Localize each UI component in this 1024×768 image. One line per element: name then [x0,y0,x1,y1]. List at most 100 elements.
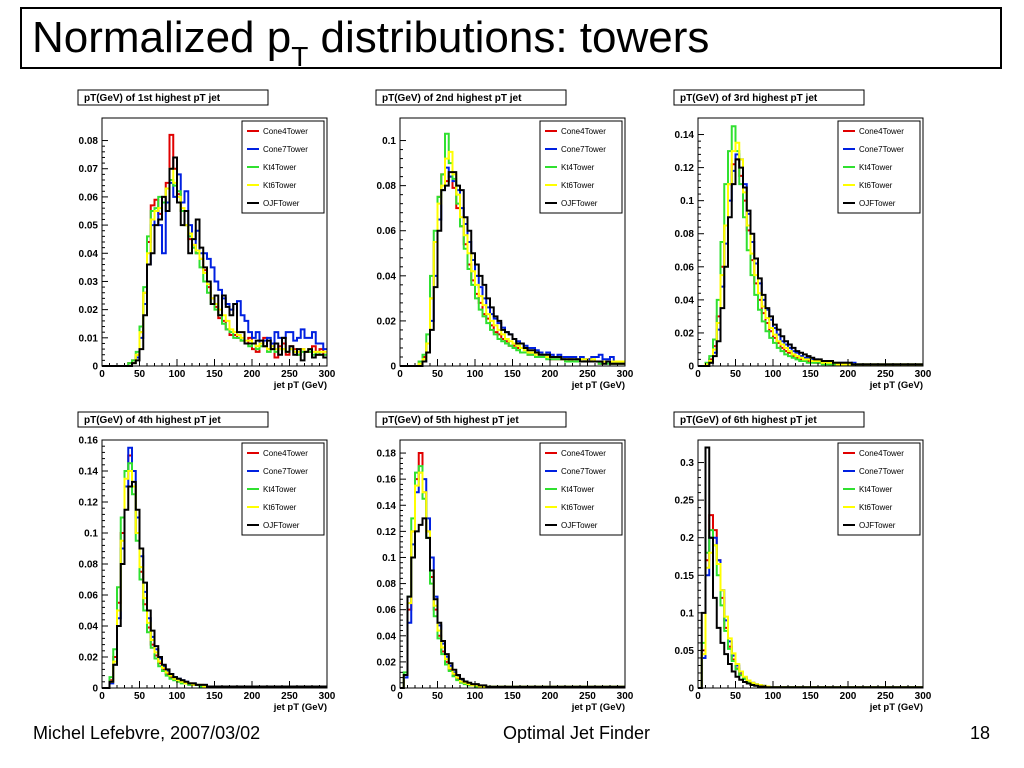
x-tick-label: 0 [397,691,403,702]
x-tick-label: 250 [877,691,894,702]
x-tick-label: 50 [134,691,146,702]
x-tick-label: 200 [840,691,857,702]
y-tick-label: 0.16 [79,436,99,447]
legend-label-cone7tower: Cone7Tower [263,145,308,154]
x-tick-label: 150 [206,691,223,702]
x-axis-label: jet pT (GeV) [571,380,625,391]
x-tick-label: 50 [432,369,444,380]
x-tick-label: 300 [915,369,932,380]
x-tick-label: 50 [432,691,444,702]
legend-label-ojftower: OJFTower [859,521,896,530]
y-tick-label: 0.04 [377,631,397,642]
y-tick-label: 0.07 [79,164,99,175]
y-tick-label: 0.15 [675,571,695,582]
x-tick-label: 100 [467,369,484,380]
legend-label-cone4tower: Cone4Tower [263,449,308,458]
histogram-title-box [77,411,269,428]
x-tick-label: 200 [244,369,261,380]
y-tick-label: 0.12 [79,498,99,509]
slide-title-main: Normalized p [32,13,292,62]
series-ojftower-line [400,171,625,367]
legend-label-kt4tower: Kt4Tower [263,485,297,494]
x-tick-label: 50 [730,369,742,380]
legend-label-ojftower: OJFTower [561,199,598,208]
x-tick-label: 0 [397,369,403,380]
slide-title-rest: distributions: towers [308,13,710,62]
x-axis-label: jet pT (GeV) [869,380,923,391]
y-tick-label: 0.04 [377,271,397,282]
histogram-title: pT(GeV) of 1st highest pT jet [84,93,221,104]
x-tick-label: 150 [504,369,521,380]
x-tick-label: 200 [542,691,559,702]
y-tick-label: 0.04 [79,622,99,633]
y-tick-label: 0.1 [680,196,694,207]
x-tick-label: 150 [206,369,223,380]
y-tick-label: 0 [688,684,694,695]
legend-label-kt6tower: Kt6Tower [561,181,595,190]
y-tick-label: 0.25 [675,496,695,507]
y-tick-label: 0.1 [84,529,98,540]
y-tick-label: 0.01 [79,333,99,344]
y-tick-label: 0.12 [377,527,397,538]
y-tick-label: 0 [390,362,396,373]
y-tick-label: 0.1 [680,608,694,619]
x-tick-label: 0 [99,691,105,702]
series-ojftower-line [698,158,923,367]
legend-label-kt6tower: Kt6Tower [859,503,893,512]
y-tick-label: 0.08 [675,229,695,240]
x-tick-label: 250 [579,691,596,702]
legend-label-kt4tower: Kt4Tower [859,485,893,494]
footer-author-date: Michel Lefebvre, 2007/03/02 [33,723,261,743]
legend-label-cone4tower: Cone4Tower [263,127,308,136]
y-tick-label: 0.14 [675,130,695,141]
y-tick-label: 0.12 [675,163,695,174]
x-tick-label: 0 [695,369,701,380]
y-tick-label: 0.08 [377,579,397,590]
x-tick-label: 300 [319,369,336,380]
legend-label-cone4tower: Cone4Tower [561,127,606,136]
y-tick-label: 0.1 [382,136,396,147]
y-tick-label: 0.06 [377,226,397,237]
y-tick-label: 0.04 [675,295,695,306]
y-tick-label: 0.02 [377,316,397,327]
y-tick-label: 0 [688,362,694,373]
slide-title-subscript: T [291,41,309,72]
legend-label-cone7tower: Cone7Tower [561,467,606,476]
legend-label-cone4tower: Cone4Tower [859,127,904,136]
y-tick-label: 0.04 [79,249,99,260]
x-tick-label: 150 [802,691,819,702]
histogram-title-box [673,411,865,428]
y-tick-label: 0.06 [377,605,397,616]
chart-panel-2: pT(GeV) of 2nd highest pT jet 0 0.02 0.04 0.… [360,88,634,391]
x-tick-label: 100 [765,691,782,702]
legend-label-cone7tower: Cone7Tower [263,467,308,476]
slide-title: Normalized pT distributions: towers [32,13,710,72]
x-tick-label: 250 [877,369,894,380]
histogram-title-box [77,89,269,106]
histogram-title-box [375,89,567,106]
x-tick-label: 100 [765,369,782,380]
legend-label-ojftower: OJFTower [263,521,300,530]
x-tick-label: 300 [915,691,932,702]
y-tick-label: 0.08 [79,136,99,147]
y-tick-label: 0.02 [79,653,99,664]
x-tick-label: 50 [134,369,146,380]
y-tick-label: 0 [390,684,396,695]
legend-label-kt6tower: Kt6Tower [263,503,297,512]
histogram-title: pT(GeV) of 6th highest pT jet [680,415,817,426]
chart-panel-4: pT(GeV) of 4th highest pT jet 0 0.02 0.04 0.… [62,410,336,713]
x-tick-label: 250 [579,369,596,380]
histogram-title: pT(GeV) of 4th highest pT jet [84,415,221,426]
x-axis-label: jet pT (GeV) [869,702,923,713]
x-tick-label: 100 [169,369,186,380]
y-tick-label: 0.02 [79,305,99,316]
x-axis-label: jet pT (GeV) [273,380,327,391]
legend-label-ojftower: OJFTower [859,199,896,208]
legend-label-cone4tower: Cone4Tower [859,449,904,458]
y-tick-label: 0.1 [382,553,396,564]
x-tick-label: 300 [617,369,634,380]
chart-svg-1: pT(GeV) of 1st highest pT jet 0 0.01 0.02 0.… [77,89,336,391]
y-tick-label: 0.2 [680,533,694,544]
chart-panel-3: pT(GeV) of 3rd highest pT jet 0 0.02 0.04 0.… [658,88,932,391]
x-tick-label: 0 [99,369,105,380]
